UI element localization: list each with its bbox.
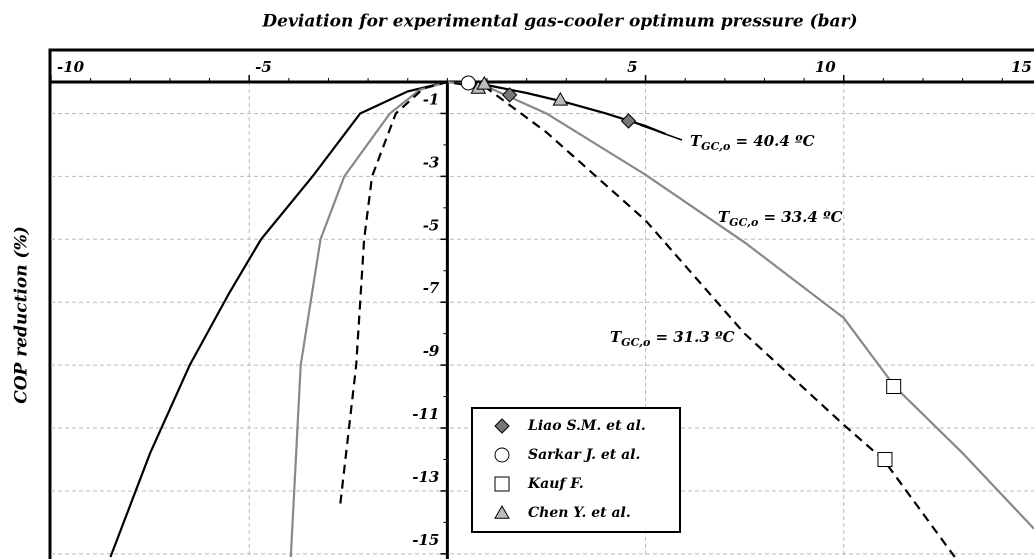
legend-label: Sarkar J. et al.	[528, 447, 640, 463]
legend-label: Kauf F.	[527, 476, 584, 492]
y-tick-label: -13	[412, 468, 439, 486]
label-sub: GC,o	[621, 336, 650, 349]
marker	[620, 113, 637, 129]
chart-title: Deviation for experimental gas-cooler op…	[261, 12, 857, 32]
label-rest: = 40.4 ºC	[730, 132, 814, 150]
y-tick-label: -5	[423, 216, 440, 234]
x-tick-label: -5	[255, 58, 272, 76]
curve-label: TGC,o = 33.4 ºC	[718, 208, 843, 229]
label-rest: = 31.3 ºC	[650, 328, 734, 346]
plot-frame	[48, 48, 1034, 559]
label-sub: GC,o	[701, 140, 730, 153]
legend-marker	[494, 447, 510, 463]
legend-marker	[494, 504, 510, 519]
curve-label: TGC,o = 40.4 ºC	[690, 132, 815, 153]
marker	[501, 87, 518, 103]
y-tick-label: -11	[412, 405, 439, 423]
y-tick-label: -7	[423, 279, 440, 297]
leader	[639, 124, 683, 141]
x-tick-label: 10	[815, 58, 836, 76]
marker	[476, 75, 493, 90]
x-tick-label: 5	[627, 58, 637, 76]
legend-label: Liao S.M. et al.	[527, 418, 646, 434]
y-tick-label: -9	[423, 342, 440, 360]
y-tick-label: -15	[412, 531, 439, 549]
curve	[109, 80, 666, 558]
legend-marker	[494, 418, 510, 434]
legend-label: Chen Y. et al.	[528, 505, 631, 521]
marker	[460, 75, 476, 91]
curve	[339, 80, 956, 558]
label-rest: = 33.4 ºC	[758, 208, 842, 226]
curve-label: TGC,o = 31.3 ºC	[610, 328, 735, 349]
marker	[877, 451, 893, 467]
label-main: T	[718, 208, 731, 226]
marker	[552, 91, 569, 106]
legend-marker	[494, 476, 510, 492]
label-main: T	[610, 328, 623, 346]
marker	[886, 379, 902, 395]
label-main: T	[690, 132, 703, 150]
y-tick-label: -1	[423, 90, 440, 108]
y-axis-label: COP reduction (%)	[12, 226, 32, 404]
x-tick-label: 15	[1011, 58, 1032, 76]
label-sub: GC,o	[729, 216, 758, 229]
y-tick-label: -3	[423, 153, 440, 171]
x-tick-label: -10	[57, 58, 85, 76]
